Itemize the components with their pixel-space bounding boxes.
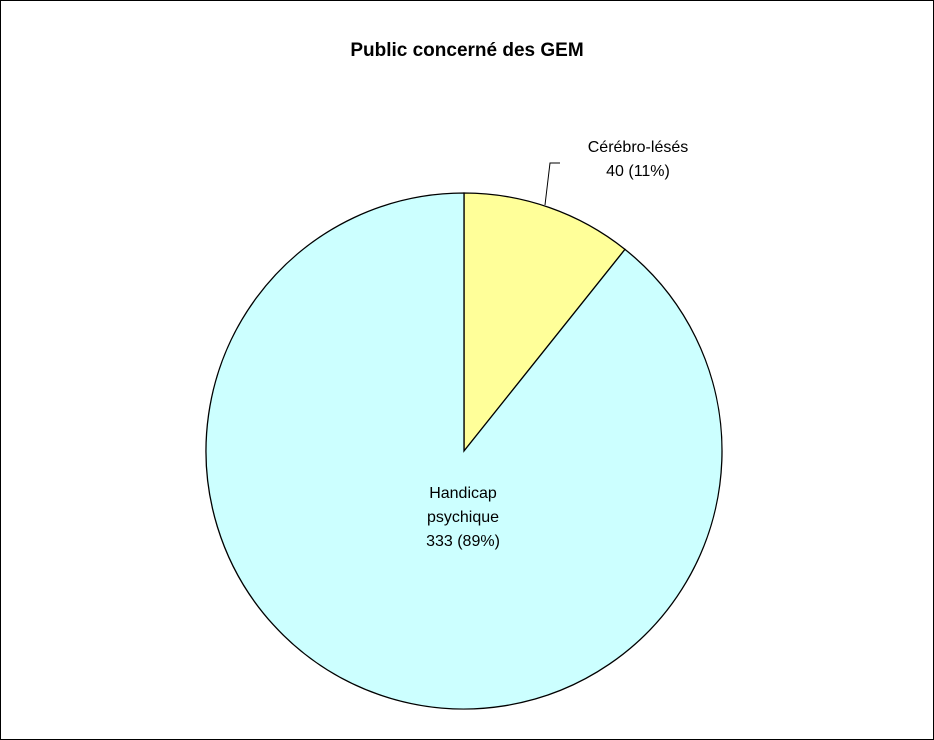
slice-label-line: 40 (11%) [606,163,670,180]
slice-label-line: Cérébro-lésés [588,139,688,156]
leader-lines [544,162,560,206]
slice-label-line: Handicap [429,485,497,502]
slice-label: Handicap psychique 333 (89%) [426,485,500,550]
slice-label-line: 333 (89%) [426,533,500,550]
pie-slice-c-r-bro-l-s-s [463,192,626,453]
chart-title: Public concerné des GEM [350,40,584,61]
slice-label: Cérébro-lésés 40 (11%) [588,139,688,180]
slice-labels: Cérébro-lésés 40 (11%) Handicap psychique 33… [426,139,688,550]
pie-slice-handicap-psychique [205,192,723,710]
pie-slices [205,192,723,710]
slice-label-line: psychique [427,509,499,526]
leader-line [544,162,560,206]
